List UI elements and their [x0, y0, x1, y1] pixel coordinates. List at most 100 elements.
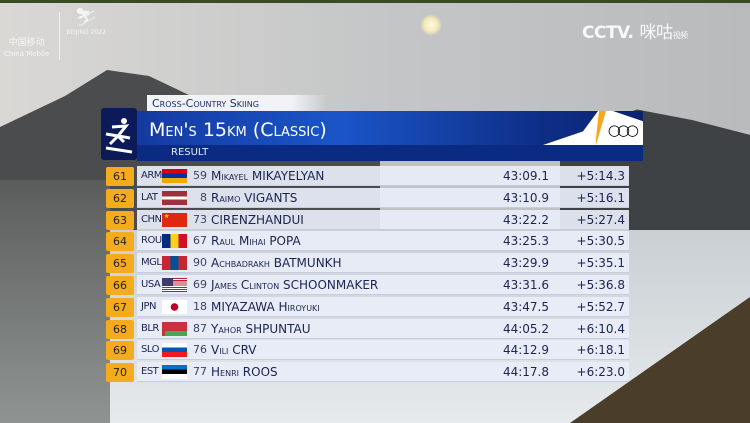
- bib-number: 73: [193, 212, 207, 226]
- rank-badge: 69: [106, 341, 134, 361]
- table-row: 69 SLO 76 Vili CRV 44:12.9 +6:18.1: [106, 340, 629, 362]
- flag-slo-icon: [162, 343, 187, 358]
- bib-number: 77: [193, 365, 207, 379]
- time-behind: +6:10.4: [576, 321, 625, 336]
- result-bar: USA 69 James Clinton SCHOONMAKER 43:31.6…: [137, 274, 629, 295]
- finish-time: 43:25.3: [502, 234, 549, 249]
- table-row: 70 EST 77 Henri ROOS 44:17.8 +6:23.0: [106, 362, 629, 384]
- noc-code: LAT: [141, 191, 158, 203]
- noc-code: ROU: [141, 235, 162, 247]
- athlete-name: James Clinton SCHOONMAKER: [211, 277, 379, 292]
- migu-sub: 视频: [672, 31, 688, 40]
- finish-time: 43:47.5: [502, 299, 549, 314]
- rank-badge: 62: [106, 188, 134, 208]
- sponsor-logo-text: 中国移动: [8, 38, 45, 48]
- flag-chn-icon: ★: [162, 212, 187, 227]
- table-row: 67 JPN 18 MIYAZAWA Hiroyuki 43:47.5 +5:5…: [106, 296, 629, 319]
- noc-code: BLR: [141, 322, 159, 334]
- result-bar: MGL 90 Achbadrakh BATMUNKH 43:29.9 +5:35…: [137, 253, 629, 274]
- finish-time: 44:17.8: [502, 365, 549, 380]
- bib-number: 18: [193, 299, 207, 313]
- rank-badge: 68: [106, 319, 134, 339]
- flag-usa-icon: [162, 277, 187, 292]
- athlete-name: MIYAZAWA Hiroyuki: [211, 299, 320, 314]
- rank-badge: 67: [106, 297, 134, 317]
- noc-code: ARM: [141, 170, 162, 181]
- rank-badge: 61: [106, 167, 134, 186]
- result-bar: ARM 59 Mikayel MIKAYELYAN 43:09.1 +5:14.…: [137, 166, 629, 186]
- flag-rou-icon: [162, 234, 187, 249]
- finish-time: 44:05.2: [502, 321, 549, 336]
- olympic-rings-icon: ○○○: [607, 121, 639, 139]
- rank-badge: 65: [106, 254, 134, 274]
- flag-arm-icon: [162, 169, 187, 183]
- finish-time: 43:31.6: [502, 277, 549, 292]
- flag-blr-icon: [162, 321, 187, 336]
- discipline-label: Cross-Country Skiing: [147, 95, 327, 112]
- time-behind: +6:23.0: [576, 365, 625, 380]
- finish-time: 43:22.2: [502, 212, 549, 227]
- table-row: 68 BLR 87 Yahor SHPUNTAU 44:05.2 +6:10.4: [106, 318, 629, 341]
- result-bar: SLO 76 Vili CRV 44:12.9 +6:18.1: [137, 340, 629, 361]
- top-edge: [0, 0, 750, 3]
- migu-logo: 咪咕: [639, 23, 673, 43]
- result-bar: ROU 67 Raul Mihai POPA 43:25.3 +5:30.5: [137, 231, 629, 252]
- cctv-logo: CCTV.: [582, 23, 634, 43]
- time-behind: +5:14.3: [576, 169, 625, 183]
- flag-est-icon: [162, 365, 187, 380]
- table-row: 62 LAT 8 Raimo VIGANTS 43:10.9 +5:16.1: [106, 187, 629, 210]
- bib-number: 69: [193, 277, 207, 291]
- rank-badge: 64: [106, 232, 134, 252]
- finish-time: 43:29.9: [502, 256, 549, 271]
- noc-code: JPN: [141, 300, 156, 312]
- event-title-bar: Men's 15km (Classic) RESULT ○○○: [137, 111, 643, 161]
- athlete-name: Raimo VIGANTS: [211, 190, 298, 205]
- finish-time: 44:12.9: [502, 343, 549, 358]
- athlete-name: CIRENZHANDUI: [211, 212, 304, 227]
- athlete-name: Henri ROOS: [211, 365, 278, 380]
- time-behind: +5:36.8: [576, 277, 625, 292]
- table-row: 63 CHN ★ 73 CIRENZHANDUI 43:22.2 +5:27.4: [106, 209, 629, 232]
- rank-badge: 63: [106, 210, 134, 230]
- athlete-name: Raul Mihai POPA: [211, 234, 301, 249]
- result-bar: LAT 8 Raimo VIGANTS 43:10.9 +5:16.1: [137, 187, 629, 208]
- time-behind: +5:30.5: [576, 234, 625, 249]
- bib-number: 59: [193, 169, 207, 182]
- flag-mgl-icon: [162, 256, 187, 271]
- sun: [420, 14, 442, 36]
- table-row: 61 ARM 59 Mikayel MIKAYELYAN 43:09.1 +5:…: [106, 166, 629, 188]
- bib-number: 76: [193, 343, 207, 357]
- noc-code: MGL: [141, 257, 162, 269]
- finish-time: 43:10.9: [502, 190, 549, 205]
- bib-number: 8: [200, 190, 207, 204]
- event-title: Men's 15km (Classic): [149, 119, 327, 141]
- sponsor-logo-text-en: China Mobile: [4, 50, 50, 58]
- table-row: 64 ROU 67 Raul Mihai POPA 43:25.3 +5:30.…: [106, 231, 629, 253]
- table-row: 65 MGL 90 Achbadrakh BATMUNKH 43:29.9 +5…: [106, 253, 629, 275]
- time-behind: +6:18.1: [576, 343, 625, 358]
- result-bar: EST 77 Henri ROOS 44:17.8 +6:23.0: [137, 362, 629, 383]
- results-table: 61 ARM 59 Mikayel MIKAYELYAN 43:09.1 +5:…: [106, 166, 629, 384]
- athlete-name: Achbadrakh BATMUNKH: [211, 256, 342, 271]
- result-bar: CHN ★ 73 CIRENZHANDUI 43:22.2 +5:27.4: [137, 209, 629, 230]
- noc-code: CHN: [141, 213, 162, 225]
- athlete-name: Mikayel MIKAYELYAN: [211, 169, 325, 183]
- noc-code: EST: [141, 366, 159, 378]
- bib-number: 67: [193, 234, 207, 248]
- noc-code: USA: [141, 278, 161, 290]
- finish-time: 43:09.1: [502, 169, 549, 183]
- time-behind: +5:52.7: [576, 299, 625, 314]
- time-behind: +5:16.1: [576, 190, 625, 205]
- result-label: RESULT: [137, 145, 643, 161]
- result-bar: BLR 87 Yahor SHPUNTAU 44:05.2 +6:10.4: [137, 318, 629, 339]
- noc-code: SLO: [141, 344, 159, 356]
- athlete-name: Vili CRV: [211, 343, 257, 358]
- forest: [0, 180, 110, 423]
- rank-badge: 70: [106, 363, 134, 383]
- flag-jpn-icon: [162, 299, 187, 314]
- cross-country-skier-icon: [101, 108, 137, 160]
- result-bar: JPN 18 MIYAZAWA Hiroyuki 43:47.5 +5:52.7: [137, 296, 629, 317]
- flag-lat-icon: [162, 190, 187, 205]
- rank-badge: 66: [106, 275, 134, 295]
- beijing-2022-logo: ⛷ BEIJING 2022: [66, 7, 106, 37]
